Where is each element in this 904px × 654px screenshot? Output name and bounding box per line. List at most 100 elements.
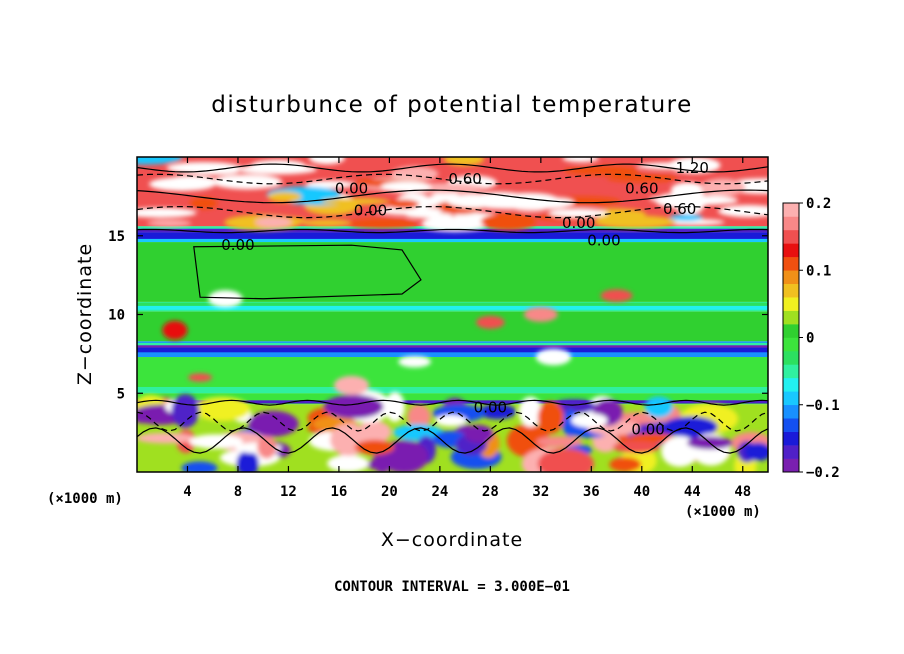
- field-blob: [536, 436, 583, 448]
- colorbar-tick-label: −0.2: [806, 465, 840, 481]
- x-tick-label: 20: [381, 484, 398, 500]
- x-axis-ticks: 4 8 12 16 20 24 28 32 36 40 44 48: [183, 157, 751, 500]
- field-blob: [189, 434, 243, 449]
- x-tick-label: 32: [532, 484, 549, 500]
- x-tick-label: 48: [734, 484, 751, 500]
- contour-line-negative: [137, 173, 768, 185]
- field-blob: [607, 174, 679, 183]
- field-blob: [523, 307, 558, 322]
- colorbar-swatch: [783, 270, 799, 284]
- field-blob: [548, 208, 608, 218]
- colorbar-swatch: [783, 364, 799, 379]
- field-blob: [212, 174, 283, 190]
- field-blob: [537, 400, 564, 434]
- x-tick-label: 12: [280, 484, 297, 500]
- colorbar-swatch: [783, 458, 799, 473]
- field-blob: [166, 161, 242, 174]
- contour-label: 1.20: [676, 159, 709, 177]
- y-tick-label: 15: [108, 229, 125, 245]
- x-tick-label: 16: [330, 484, 347, 500]
- contour-label: 0.00: [221, 236, 254, 254]
- field-blob: [187, 373, 213, 382]
- field-blob: [669, 214, 703, 222]
- field-blob: [571, 413, 608, 428]
- field-blob: [147, 219, 192, 227]
- field-blob: [347, 218, 418, 229]
- field-blob: [193, 396, 251, 422]
- contour-line: [137, 427, 768, 454]
- colorbar-swatch: [783, 203, 799, 217]
- field-blob: [475, 315, 505, 329]
- field-blob: [387, 199, 420, 209]
- field-blob: [189, 197, 218, 210]
- x-tick-label: 36: [583, 484, 600, 500]
- colorbar-swatch: [783, 431, 799, 446]
- field-blob: [564, 165, 641, 176]
- colorbar: [782, 202, 800, 473]
- contour-lines: 0.000.600.601.200.600.000.000.000.000.00…: [137, 159, 768, 454]
- contour-line: [137, 228, 768, 234]
- colorbar-tick-label: 0.1: [806, 263, 831, 279]
- y-axis-ticks: 5 10 15: [108, 229, 768, 402]
- colorbar-swatch: [783, 310, 799, 325]
- field-blob: [385, 391, 405, 422]
- field-blob: [644, 396, 673, 418]
- field-blob: [718, 205, 768, 218]
- field-stripe: [137, 232, 768, 239]
- colorbar-tick-label: −0.1: [806, 398, 840, 414]
- contour-label: 0.00: [562, 214, 595, 232]
- contour-line: [137, 399, 768, 406]
- contour-line: [193, 244, 422, 300]
- field-blob: [535, 348, 572, 366]
- colorbar-swatch: [783, 404, 799, 419]
- field-blob: [479, 202, 541, 210]
- field-blob: [149, 177, 216, 191]
- field-blob: [478, 404, 517, 420]
- contour-label: 0.00: [354, 202, 387, 220]
- x-axis-label: X−coordinate: [381, 529, 523, 551]
- field-blob: [435, 414, 467, 427]
- field-stripe: [137, 386, 768, 394]
- field-blob: [137, 207, 197, 218]
- field-blob: [537, 448, 594, 472]
- field-blob: [208, 290, 243, 308]
- field-stripe: [137, 345, 768, 348]
- y-tick-label: 10: [108, 308, 125, 324]
- field-blob: [612, 441, 661, 454]
- field-blob: [393, 424, 444, 441]
- field-blob: [376, 206, 442, 216]
- field-blob: [257, 435, 277, 459]
- chart-title: disturbunce of potential temperature: [211, 92, 693, 118]
- x-tick-label: 4: [183, 484, 191, 500]
- colorbar-swatch: [783, 377, 799, 392]
- plot-area: 0.000.600.601.200.600.000.000.000.000.00…: [137, 157, 768, 472]
- field-blob: [700, 178, 746, 197]
- contour-label: 0.00: [587, 231, 620, 249]
- colorbar-swatch: [783, 418, 799, 432]
- x-axis-unit: (×1000 m): [685, 504, 761, 520]
- contour-label: 0.60: [448, 170, 481, 188]
- x-tick-label: 44: [684, 484, 701, 500]
- field-blob: [562, 157, 599, 163]
- field-stripe: [137, 302, 768, 306]
- field-blob: [600, 289, 633, 302]
- contour-line: [137, 189, 768, 204]
- field-blob: [670, 182, 706, 198]
- field-blob: [248, 410, 299, 437]
- field-blob: [321, 198, 389, 205]
- field-stripe: [137, 342, 768, 346]
- field-blob: [518, 396, 543, 428]
- x-tick-label: 28: [482, 484, 499, 500]
- contour-interval-note: CONTOUR INTERVAL = 3.000E−01: [334, 579, 570, 595]
- x-tick-label: 8: [234, 484, 242, 500]
- field-blob: [551, 399, 597, 414]
- contour-line-negative: [137, 411, 768, 432]
- colorbar-swatch: [783, 445, 799, 459]
- colorbar-swatch: [783, 216, 799, 231]
- field-blob: [323, 394, 384, 419]
- y-tick-label: 5: [117, 386, 125, 402]
- field-blob: [480, 212, 537, 231]
- colorbar-swatch: [783, 243, 799, 258]
- contour-line: [137, 163, 768, 173]
